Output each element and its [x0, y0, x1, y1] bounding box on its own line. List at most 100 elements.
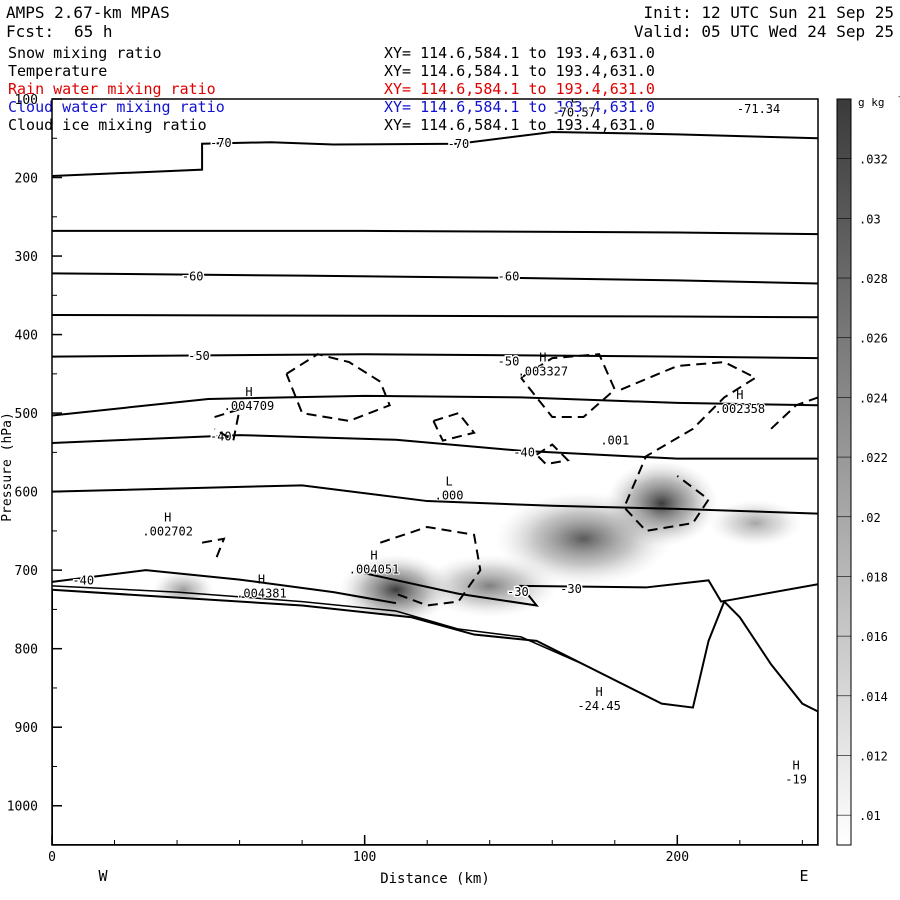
colorbar-tick-label: .01 — [859, 809, 881, 823]
extremum-letter: H — [539, 350, 546, 364]
extremum-letter: H — [258, 573, 265, 587]
extremum-value: .004709 — [224, 399, 275, 413]
y-tick-label: 500 — [15, 407, 38, 422]
field-name: Snow mixing ratio — [8, 44, 162, 62]
y-tick-label: 1000 — [7, 800, 38, 815]
isotherm-label: -40 — [513, 445, 535, 459]
extremum-value: .003327 — [518, 364, 569, 378]
colorbar-tick-label: .032 — [859, 153, 888, 167]
valid-time: Valid: 05 UTC Wed 24 Sep 25 — [633, 22, 894, 41]
init-time: Init: 12 UTC Sun 21 Sep 25 — [643, 3, 894, 22]
extremum-value: .002358 — [715, 402, 766, 416]
y-axis-label: Pressure (hPa) — [0, 412, 15, 522]
isotherm-line — [52, 130, 818, 177]
y-tick-label: 700 — [15, 564, 38, 579]
cloud-ice-contour — [214, 407, 241, 443]
extremum-value: .002702 — [142, 525, 193, 539]
extremum-letter: H — [164, 511, 171, 525]
field-xy-range: XY= 114.6,584.1 to 193.4,631.0 — [384, 98, 655, 116]
field-xy-range: XY= 114.6,584.1 to 193.4,631.0 — [384, 44, 655, 62]
extremum-value: -24.45 — [577, 699, 620, 713]
isotherm-label: -40 — [72, 573, 94, 587]
plot-frame — [51, 98, 819, 846]
extremum-letter: H — [370, 548, 377, 562]
field-name: Cloud water mixing ratio — [8, 98, 225, 116]
snow-shading — [420, 554, 559, 618]
colorbar-tick-label: .014 — [859, 690, 888, 704]
colorbar-unit: g kg — [858, 96, 885, 109]
colorbar-tick-label: .03 — [859, 212, 881, 226]
cloud-ice-contour — [201, 537, 226, 563]
isotherm-label: -70 — [210, 136, 232, 150]
field-xy-range: XY= 114.6,584.1 to 193.4,631.0 — [384, 80, 655, 98]
forecast-hour: 65 h — [74, 22, 113, 41]
isotherm-label: -30 — [507, 585, 529, 599]
colorbar-tick-label: .024 — [859, 391, 888, 405]
cloud-ice-contour — [379, 525, 482, 607]
y-tick-label: 900 — [15, 721, 38, 736]
forecast-label: Fcst: — [6, 22, 55, 41]
y-tick-label: 800 — [15, 643, 38, 658]
cloud-ice-contour — [620, 361, 758, 532]
isotherm-line — [52, 353, 818, 360]
isotherm-label: -40 — [210, 430, 232, 444]
isotherm-line — [52, 569, 397, 605]
east-label: E — [799, 867, 808, 885]
extremum-letter: L — [755, 88, 762, 102]
extremum-value: -19 — [785, 773, 807, 787]
colorbar-tick-label: .026 — [859, 332, 888, 346]
snow-shading — [495, 491, 672, 586]
colorbar-tick-label: .012 — [859, 749, 888, 763]
x-tick-label: 100 — [353, 850, 376, 865]
colorbar-unit-exponent: -1 — [897, 92, 900, 101]
isotherm-label: -30 — [560, 582, 582, 596]
isotherm-label: -60 — [498, 269, 520, 283]
cloud-ice-contour — [535, 443, 570, 466]
extremum-letter: L — [445, 474, 452, 488]
y-tick-label: 600 — [15, 486, 38, 501]
field-xy-range: XY= 114.6,584.1 to 193.4,631.0 — [384, 116, 655, 134]
y-tick-label: 400 — [15, 329, 38, 344]
y-tick-label: 100 — [15, 93, 38, 108]
terrain — [52, 588, 818, 845]
extremum-value: .001 — [600, 434, 629, 448]
isotherm-line — [52, 484, 818, 515]
extremum-value: .004051 — [349, 562, 400, 576]
terrain-ridge-line — [52, 585, 647, 697]
y-tick-label: 300 — [15, 250, 38, 265]
extremum-value: -71.34 — [737, 102, 780, 116]
isotherm-label: -70 — [448, 137, 470, 151]
x-tick-label: 200 — [666, 850, 689, 865]
extremum-letter: H — [596, 685, 603, 699]
field-xy-range: XY= 114.6,584.1 to 193.4,631.0 — [384, 62, 655, 80]
x-tick-label: 0 — [48, 850, 56, 865]
extremum-value: .000 — [435, 488, 464, 502]
cloud-ice-contour — [520, 353, 616, 419]
extremum-letter: H — [736, 388, 743, 402]
plot-area: -70 -70-60 -60-50 -50-40-40-40-30 -30L-70.57… — [52, 88, 818, 845]
x-axis-label: Distance (km) — [380, 871, 490, 887]
colorbar-tick-label: .022 — [859, 451, 888, 465]
colorbar-tick-label: .02 — [859, 511, 881, 525]
extremum-value: -70.57 — [552, 105, 595, 119]
isotherm-line — [52, 229, 818, 236]
isotherm-line — [52, 313, 818, 319]
extremum-value: .004381 — [236, 587, 287, 601]
isotherm-label: -60 — [182, 269, 204, 283]
isotherm-line — [364, 572, 818, 607]
colorbar — [836, 98, 852, 846]
colorbar-tick-label: .016 — [859, 630, 888, 644]
extremum-letter: H — [245, 385, 252, 399]
model-title: AMPS 2.67-km MPAS — [6, 3, 170, 22]
extremum-letter: L — [571, 91, 578, 105]
snow-shading — [708, 499, 803, 547]
field-name: Rain water mixing ratio — [8, 80, 216, 98]
extremum-letter: H — [792, 759, 799, 773]
isotherm-line — [52, 434, 818, 460]
cloud-ice-contour — [285, 353, 391, 422]
colorbar-tick-label: .028 — [859, 272, 888, 286]
isotherm-label: -50 — [498, 354, 520, 368]
west-label: W — [98, 867, 108, 885]
field-name: Temperature — [8, 62, 108, 80]
